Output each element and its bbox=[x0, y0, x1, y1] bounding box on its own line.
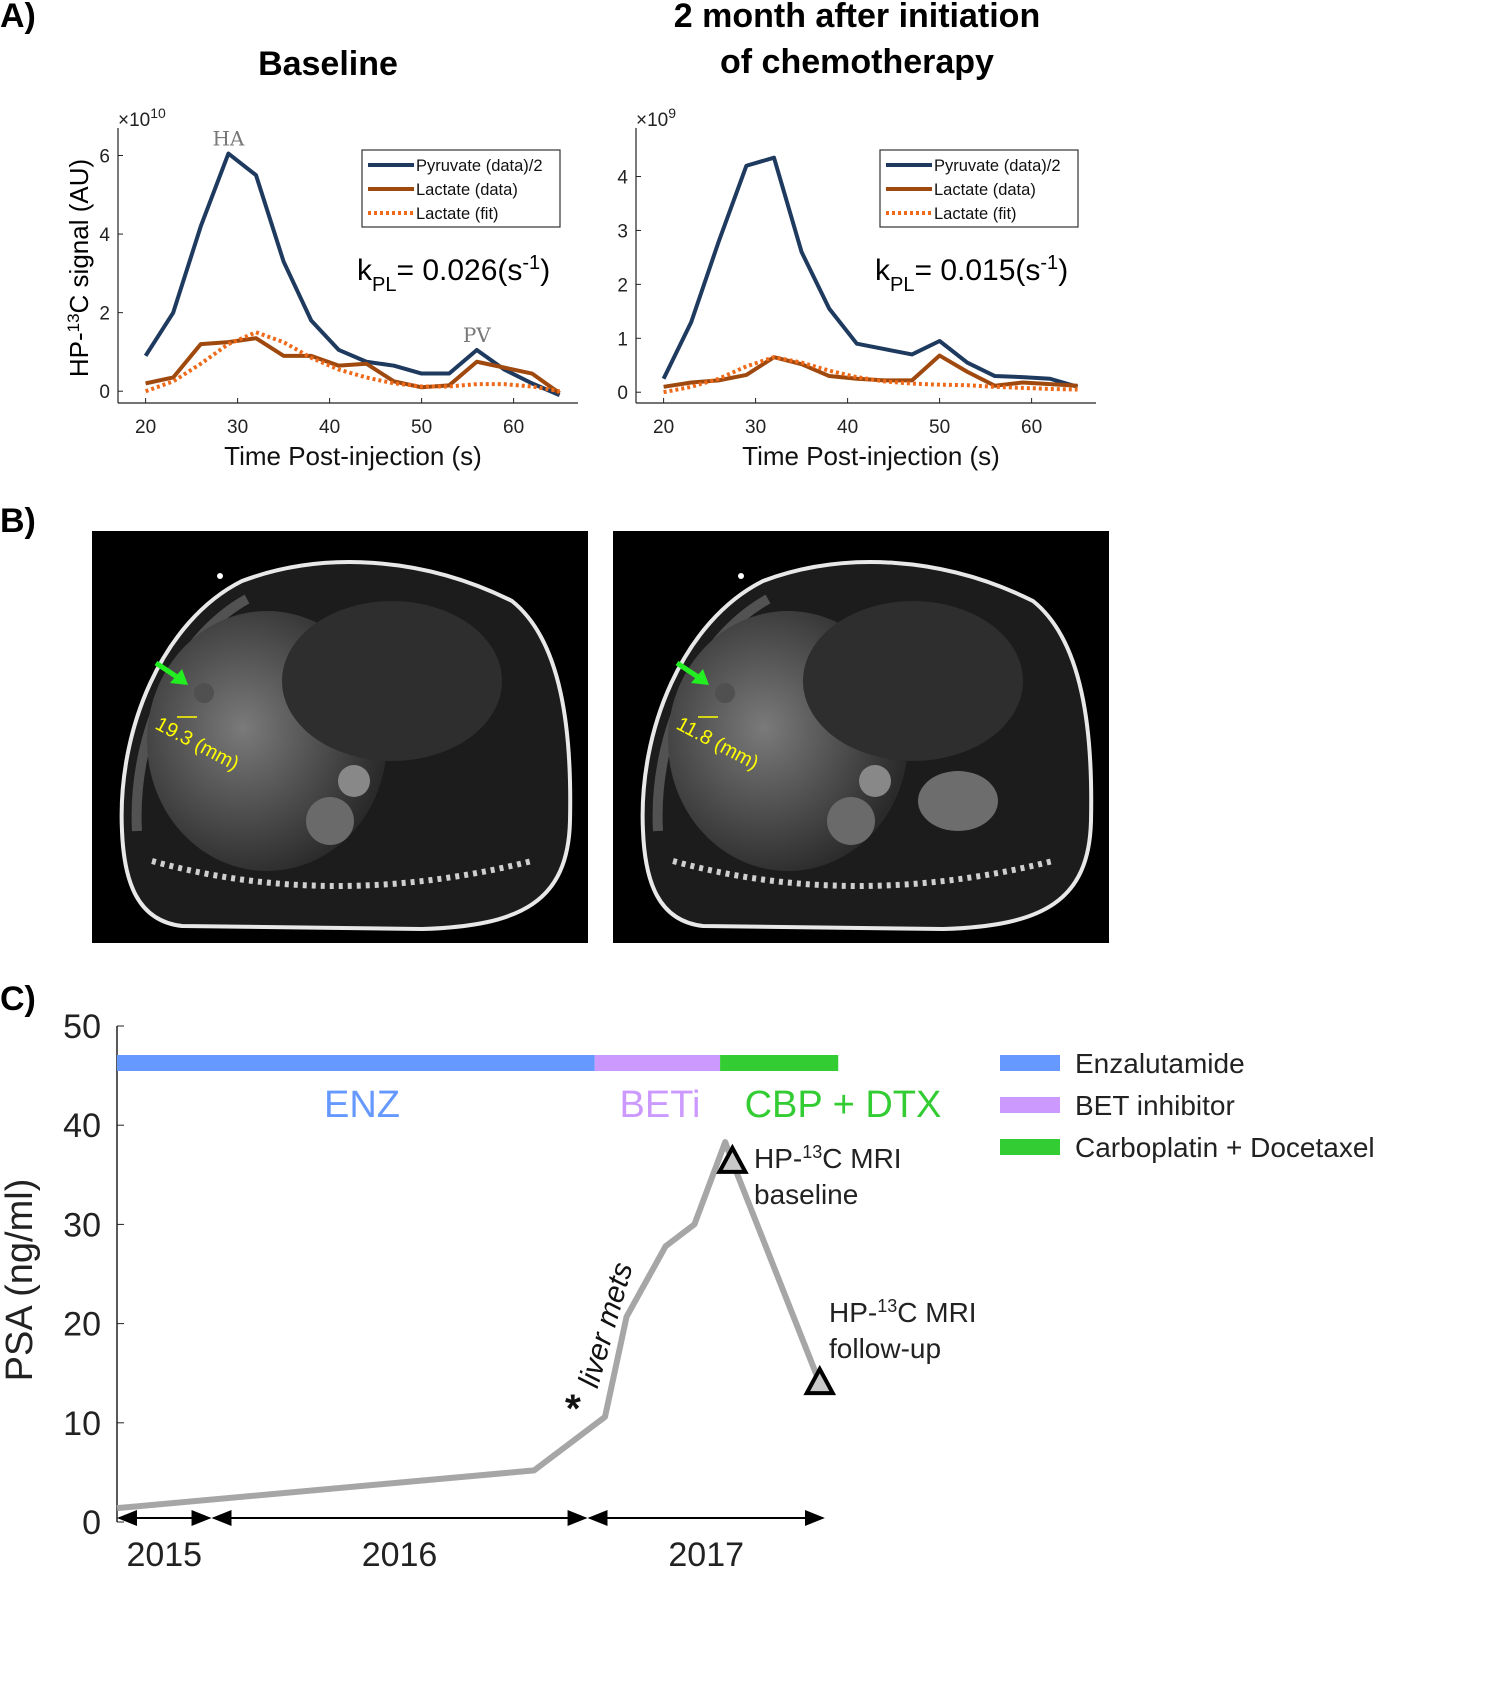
y-axis-label: PSA (ng/ml) bbox=[0, 1179, 41, 1382]
kpl-value-label: kPL= 0.026(s-1) bbox=[357, 252, 550, 296]
legend-label: Lactate (data) bbox=[416, 181, 518, 199]
y-tick-label: 30 bbox=[63, 1206, 101, 1244]
treatment-label: ENZ bbox=[324, 1084, 400, 1126]
series-line-lactate-fit bbox=[144, 330, 560, 394]
chart-followup-signal: 20 30 40 50 60 0 1 2 3 4 ×109 Time Post-injection (… bbox=[617, 105, 1096, 471]
series-line-lactate-fit bbox=[663, 355, 1078, 395]
legend-label: Lactate (fit) bbox=[416, 205, 499, 223]
y-tick-label: 1 bbox=[617, 329, 628, 350]
y-tick-label: 20 bbox=[63, 1306, 101, 1344]
peak-annotation-ha: HA bbox=[212, 127, 244, 151]
mri-image-followup: 11.8 (mm) bbox=[613, 531, 1109, 943]
chart-title-baseline: Baseline bbox=[258, 45, 398, 83]
mri-fiducial-marker bbox=[217, 573, 223, 579]
x-axis-label: Time Post-injection (s) bbox=[224, 441, 482, 471]
mri-fiducial-marker bbox=[738, 573, 744, 579]
treatment-bar-enz bbox=[117, 1055, 595, 1071]
y-axis-label-signal: HP-13C signal (AU) bbox=[64, 159, 95, 377]
y-tick-label: 2 bbox=[99, 304, 110, 325]
chart-title-followup-line1: 2 month after initiation bbox=[674, 0, 1040, 35]
legend-label: Pyruvate (data)/2 bbox=[416, 157, 543, 175]
mri-aorta bbox=[338, 765, 370, 797]
series-line-lactate-data bbox=[145, 336, 561, 395]
y-tick-label: 2 bbox=[617, 275, 628, 296]
mri-stomach bbox=[803, 601, 1023, 761]
panel-label-c: C) bbox=[0, 980, 36, 1018]
panel-label-a: A) bbox=[0, 0, 36, 35]
chart-baseline-signal: 20 30 40 50 60 0 2 4 6 ×1010 Time Post-injection (… bbox=[99, 105, 578, 471]
psa-line bbox=[116, 1139, 823, 1512]
series-line-pyruvate-data bbox=[143, 151, 561, 397]
mri-scan-marker-triangle-icon bbox=[803, 1364, 837, 1396]
y-tick-label: 0 bbox=[82, 1504, 101, 1542]
mri-lesion bbox=[194, 683, 214, 703]
mri-kidney bbox=[918, 771, 998, 831]
treatment-bar-beti bbox=[594, 1055, 721, 1071]
legend-swatch bbox=[1000, 1055, 1060, 1071]
legend-label: Carboplatin + Docetaxel bbox=[1075, 1132, 1375, 1163]
mri-marker-sublabel: follow-up bbox=[829, 1333, 941, 1364]
chart-title-followup-line2: of chemotherapy bbox=[720, 43, 994, 81]
legend-label: Enzalutamide bbox=[1075, 1048, 1245, 1079]
y-tick-label: 4 bbox=[617, 168, 628, 189]
green-arrow-icon bbox=[170, 669, 188, 685]
mri-stomach bbox=[282, 601, 502, 761]
mri-scan-marker-triangle-icon bbox=[716, 1143, 749, 1174]
x-tick-label: 60 bbox=[503, 417, 524, 438]
y-tick-label: 10 bbox=[63, 1405, 101, 1443]
treatment-bar-cbp-dtx bbox=[720, 1055, 839, 1071]
x-tick-label: 30 bbox=[227, 417, 248, 438]
kpl-value-label: kPL= 0.015(s-1) bbox=[875, 252, 1068, 296]
x-tick-label: 50 bbox=[929, 417, 950, 438]
liver-mets-annotation: * liver mets bbox=[556, 1256, 641, 1417]
x-tick-label: 30 bbox=[745, 417, 766, 438]
series-line-lactate-data bbox=[663, 353, 1078, 389]
treatment-label: CBP + DTX bbox=[745, 1084, 942, 1126]
mri-vertebra bbox=[306, 797, 354, 845]
x-tick-label: 50 bbox=[411, 417, 432, 438]
legend-label: BET inhibitor bbox=[1075, 1090, 1235, 1121]
mri-marker-sublabel: baseline bbox=[754, 1179, 858, 1210]
y-tick-label: 6 bbox=[99, 147, 110, 168]
x-tick-label: 40 bbox=[319, 417, 340, 438]
mri-vertebra bbox=[827, 797, 875, 845]
series-line-pyruvate-data bbox=[661, 155, 1079, 389]
x-tick-label: 20 bbox=[653, 417, 674, 438]
y-tick-label: 0 bbox=[99, 382, 110, 403]
peak-annotation-pv: PV bbox=[463, 323, 491, 347]
x-axis-label: Time Post-injection (s) bbox=[742, 441, 1000, 471]
y-tick-label: 50 bbox=[63, 1008, 101, 1046]
y-tick-label: 0 bbox=[617, 383, 628, 404]
y-multiplier-label: ×109 bbox=[636, 105, 676, 131]
y-multiplier-label: ×1010 bbox=[118, 105, 166, 131]
year-label: 2015 bbox=[126, 1536, 202, 1574]
year-label: 2017 bbox=[668, 1536, 744, 1574]
x-tick-label: 20 bbox=[135, 417, 156, 438]
legend-swatch bbox=[1000, 1097, 1060, 1113]
legend-label: Lactate (fit) bbox=[934, 205, 1017, 223]
green-arrow-icon bbox=[691, 669, 709, 685]
treatment-label: BETi bbox=[620, 1084, 701, 1126]
legend-label: Lactate (data) bbox=[934, 181, 1036, 199]
y-tick-label: 4 bbox=[99, 225, 110, 246]
mri-marker-label: HP-13C MRI bbox=[754, 1142, 902, 1174]
year-label: 2016 bbox=[362, 1536, 438, 1574]
legend-swatch bbox=[1000, 1139, 1060, 1155]
mri-aorta bbox=[859, 765, 891, 797]
y-tick-label: 3 bbox=[617, 221, 628, 242]
mri-lesion bbox=[715, 683, 735, 703]
panel-label-b: B) bbox=[0, 502, 36, 540]
mri-marker-label: HP-13C MRI bbox=[829, 1296, 977, 1328]
chart-psa-timeline: 0 10 20 30 40 50 PSA (ng/ml) ENZ Enzalutamide BET… bbox=[0, 1008, 1375, 1574]
x-tick-label: 40 bbox=[837, 417, 858, 438]
legend-label: Pyruvate (data)/2 bbox=[934, 157, 1061, 175]
y-tick-label: 40 bbox=[63, 1107, 101, 1145]
mri-image-baseline: 19.3 (mm) bbox=[92, 531, 588, 943]
x-tick-label: 60 bbox=[1021, 417, 1042, 438]
